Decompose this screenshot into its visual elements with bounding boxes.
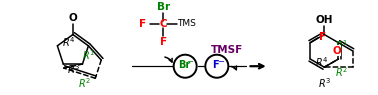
- Text: $R^1$: $R^1$: [335, 38, 348, 52]
- Text: $R^2$: $R^2$: [78, 76, 91, 90]
- Text: $R^2$: $R^2$: [335, 65, 348, 79]
- Text: F: F: [160, 37, 167, 47]
- Text: F: F: [319, 32, 326, 42]
- Text: Br: Br: [156, 2, 170, 11]
- Text: $R^3$: $R^3$: [318, 76, 331, 90]
- Text: $R^4$: $R^4$: [315, 55, 328, 69]
- Text: $R^1$: $R^1$: [82, 48, 96, 62]
- Text: $R^4$: $R^4$: [62, 35, 76, 49]
- Text: F: F: [212, 60, 219, 70]
- Text: O: O: [332, 46, 341, 56]
- Circle shape: [174, 55, 197, 78]
- Text: Br: Br: [178, 60, 191, 70]
- Circle shape: [205, 55, 228, 78]
- Text: $R^3$: $R^3$: [67, 62, 81, 76]
- Text: −: −: [186, 57, 194, 66]
- Text: TMSF: TMSF: [211, 45, 243, 55]
- Text: TMS: TMS: [178, 19, 196, 28]
- Text: −: −: [217, 57, 224, 66]
- Text: C: C: [159, 19, 167, 29]
- Text: F: F: [139, 19, 146, 29]
- Text: O: O: [68, 13, 77, 23]
- Text: OH: OH: [316, 15, 333, 25]
